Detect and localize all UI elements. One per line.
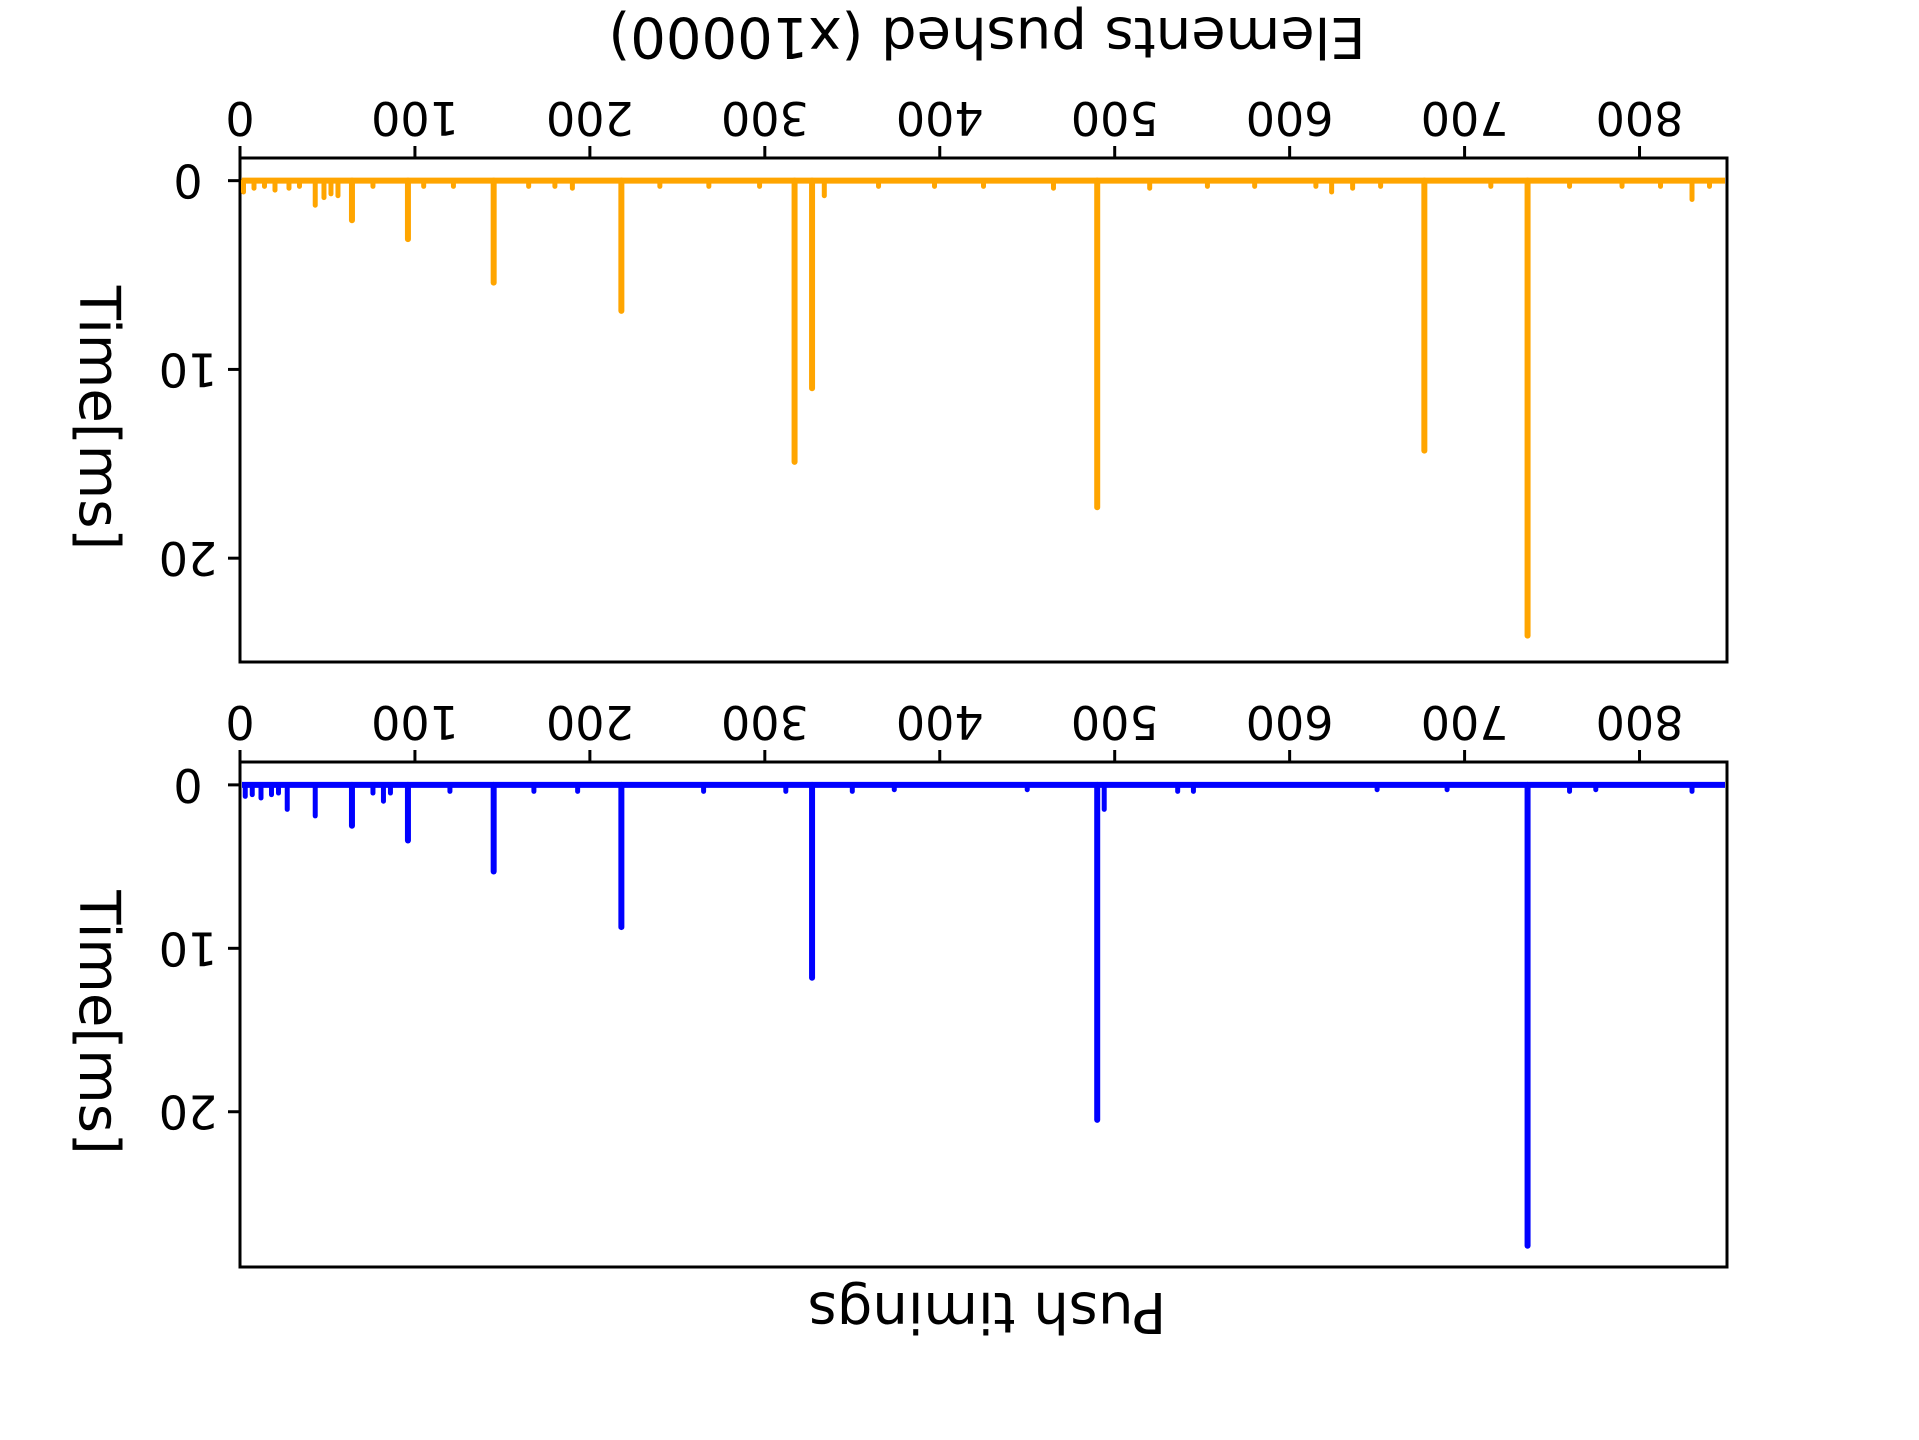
x-tick-label: 200 — [546, 91, 634, 145]
x-tick-label: 0 — [225, 91, 254, 145]
y-tick-label: 20 — [159, 1085, 218, 1139]
x-tick-label: 300 — [721, 695, 809, 749]
x-tick-label: 500 — [1071, 695, 1159, 749]
plot-frame — [238, 760, 1729, 1269]
plot-frame — [238, 156, 1729, 664]
y-tick-label: 10 — [159, 921, 218, 975]
x-tick-label: 100 — [371, 695, 459, 749]
x-tick-label: 800 — [1596, 91, 1684, 145]
x-tick-label: 0 — [225, 695, 254, 749]
data-series — [240, 177, 1725, 639]
x-tick-label: 600 — [1246, 91, 1334, 145]
x-tick-label: 100 — [371, 91, 459, 145]
y-tick-label: 0 — [173, 758, 202, 812]
timings-chart-top: 0 100 200 300 400 500 600 700 800 0 10 20 Time[ms] El… — [66, 4, 1729, 664]
x-tick-label: 300 — [721, 91, 809, 145]
x-tick-label: 700 — [1421, 695, 1509, 749]
x-tick-label: 600 — [1246, 695, 1334, 749]
y-tick-label: 20 — [159, 531, 218, 585]
y-tick-label: 10 — [159, 342, 218, 396]
x-tick-label: 800 — [1596, 695, 1684, 749]
chart-title: Elements pushed (x10000) — [608, 4, 1365, 69]
data-series — [242, 781, 1725, 1249]
x-tick-label: 400 — [896, 91, 984, 145]
y-tick-label: 0 — [173, 154, 202, 208]
x-tick-label: 400 — [896, 695, 984, 749]
y-axis-label: Time[ms] — [66, 285, 131, 550]
y-axis-label: Time[ms] — [66, 889, 131, 1154]
x-tick-label: 700 — [1421, 91, 1509, 145]
timings-chart-bottom: 0 100 200 300 400 500 600 700 800 0 10 20 Time[ms] Pu… — [66, 695, 1729, 1344]
x-tick-label: 500 — [1071, 91, 1159, 145]
x-axis-label: Push timings — [808, 1279, 1167, 1344]
x-tick-label: 200 — [546, 695, 634, 749]
